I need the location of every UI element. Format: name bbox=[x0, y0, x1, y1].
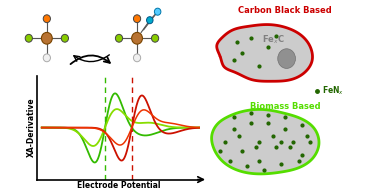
Circle shape bbox=[41, 32, 52, 44]
Circle shape bbox=[115, 34, 122, 42]
Circle shape bbox=[61, 34, 68, 42]
Text: Fe$_x$C: Fe$_x$C bbox=[262, 34, 285, 46]
Text: Biomass Based: Biomass Based bbox=[250, 102, 320, 111]
Text: Carbon Black Based: Carbon Black Based bbox=[238, 6, 332, 15]
Circle shape bbox=[132, 32, 142, 44]
Circle shape bbox=[278, 49, 296, 68]
Circle shape bbox=[151, 34, 159, 42]
Polygon shape bbox=[217, 25, 313, 81]
Polygon shape bbox=[212, 109, 319, 174]
X-axis label: Electrode Potential: Electrode Potential bbox=[77, 181, 160, 189]
Circle shape bbox=[43, 54, 50, 62]
Y-axis label: XA-Derivative: XA-Derivative bbox=[27, 98, 36, 157]
Circle shape bbox=[147, 17, 153, 24]
Circle shape bbox=[134, 54, 141, 62]
Circle shape bbox=[134, 15, 141, 23]
Circle shape bbox=[25, 34, 33, 42]
Circle shape bbox=[43, 15, 50, 23]
Text: FeN$_x$: FeN$_x$ bbox=[322, 84, 344, 97]
Circle shape bbox=[154, 8, 161, 15]
